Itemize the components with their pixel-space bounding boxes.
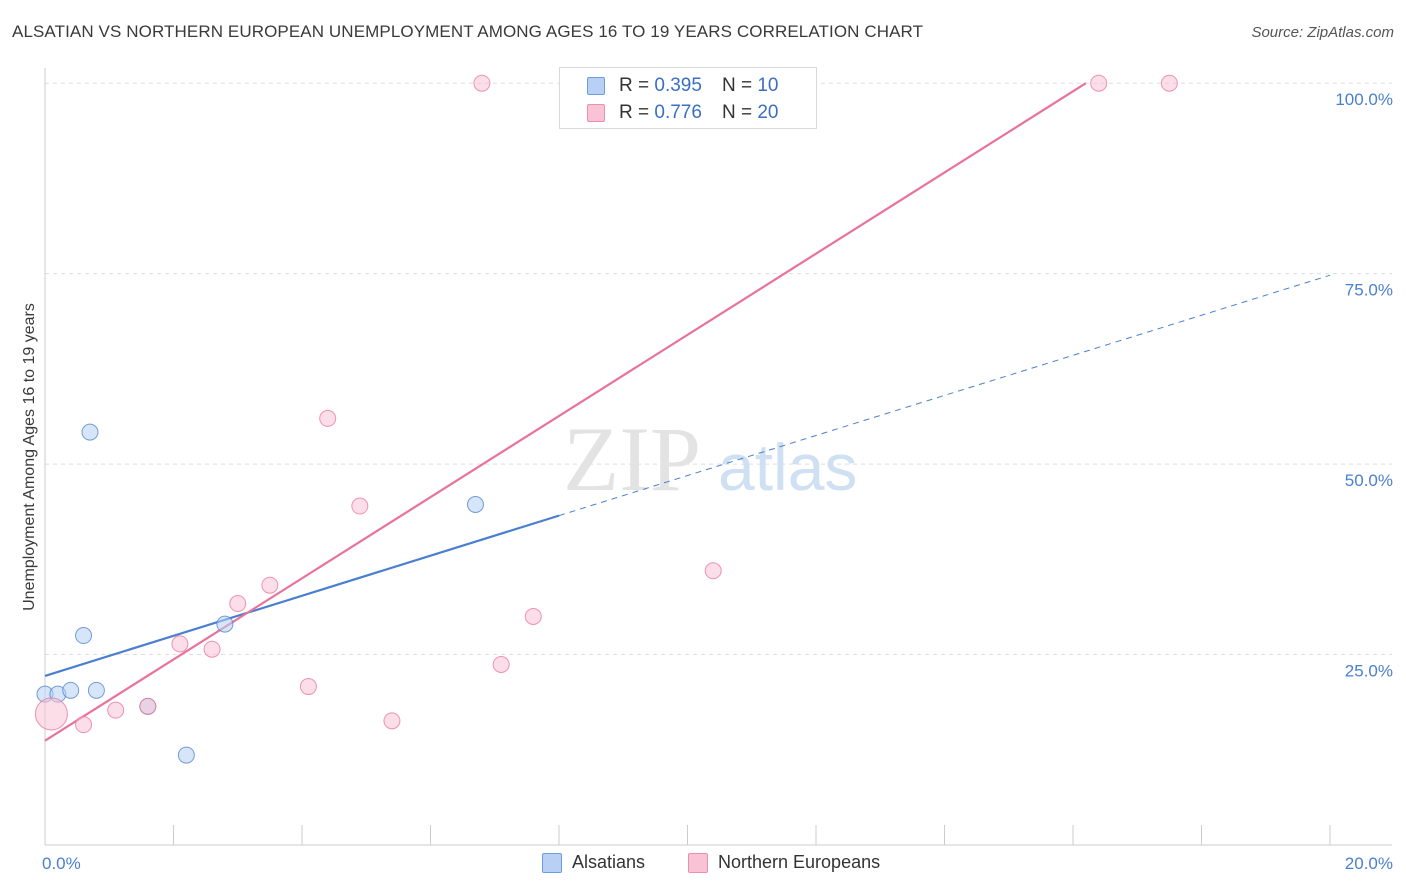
northern-europeans-legend-swatch: [688, 852, 708, 873]
legend-item-northern-europeans[interactable]: Northern Europeans: [688, 852, 880, 873]
alsatians-point: [466, 495, 484, 513]
r-value: 0.776: [654, 102, 702, 123]
n-label: N =: [721, 75, 753, 96]
northern-europeans-point: [107, 701, 125, 719]
source-credit: Source: ZipAtlas.com: [1251, 24, 1394, 41]
northern-europeans-point: [383, 712, 401, 730]
y-tick-label: 100.0%: [1335, 90, 1393, 109]
northern-europeans-point: [1090, 74, 1108, 92]
n-value: 20: [757, 102, 779, 123]
alsatians-trend-line: [44, 514, 560, 677]
series-legend: Alsatians Northern Europeans: [0, 852, 1406, 878]
northern-europeans-swatch: [587, 104, 605, 122]
n-value: 10: [757, 75, 779, 96]
northern-europeans-point: [473, 74, 491, 92]
northern-europeans-point: [229, 595, 247, 613]
data-points: [34, 74, 1178, 764]
x-tick-label: 20.0%: [1345, 854, 1393, 873]
watermark-atlas: atlas: [718, 430, 857, 504]
x-tick-label: 0.0%: [42, 854, 81, 873]
y-tick-label: 25.0%: [1345, 662, 1393, 681]
alsatians-swatch: [587, 77, 605, 95]
alsatians-point: [177, 746, 195, 764]
legend-row-alsatians: R = 0.395 N = 10: [587, 74, 778, 98]
y-tick-label: 75.0%: [1345, 281, 1393, 300]
alsatians-point: [75, 627, 93, 645]
northern-europeans-trend-line: [44, 82, 1087, 742]
legend-label-alsatians: Alsatians: [572, 852, 646, 872]
watermark: ZIP atlas: [563, 408, 857, 510]
northern-europeans-point: [203, 640, 221, 658]
legend-row-northern-europeans: R = 0.776 N = 20: [587, 101, 778, 125]
northern-europeans-point: [319, 409, 337, 427]
northern-europeans-point: [75, 716, 93, 734]
gridlines: [45, 82, 1392, 656]
y-tick-label: 50.0%: [1345, 471, 1393, 490]
northern-europeans-point: [34, 697, 68, 731]
northern-europeans-point: [299, 678, 317, 696]
northern-europeans-point: [1160, 74, 1178, 92]
legend-item-alsatians[interactable]: Alsatians: [542, 852, 645, 873]
alsatians-point: [216, 615, 234, 633]
northern-europeans-point: [492, 655, 510, 673]
alsatians-point: [62, 681, 80, 699]
northern-europeans-point: [171, 635, 189, 653]
northern-europeans-point: [351, 497, 369, 515]
alsatians-point: [81, 423, 99, 441]
axes: [44, 68, 1392, 846]
n-label: N =: [721, 102, 753, 123]
trend-lines: [44, 82, 1331, 742]
legend-label-northern-europeans: Northern Europeans: [718, 852, 881, 872]
r-label: R =: [619, 75, 650, 96]
alsatians-trend-projection: [558, 274, 1331, 517]
correlation-legend: R = 0.395 N = 10 R = 0.776 N = 20: [559, 67, 817, 129]
northern-europeans-point: [261, 576, 279, 594]
alsatians-point: [87, 681, 105, 699]
r-label: R =: [619, 102, 650, 123]
watermark-zip: ZIP: [563, 408, 701, 510]
northern-europeans-point: [139, 697, 157, 715]
northern-europeans-point: [704, 562, 722, 580]
r-value: 0.395: [654, 75, 702, 96]
chart-title: ALSATIAN VS NORTHERN EUROPEAN UNEMPLOYME…: [12, 22, 924, 41]
tick-labels: 25.0% 50.0% 75.0% 100.0% 0.0% 20.0%: [42, 90, 1393, 873]
northern-europeans-point: [524, 607, 542, 625]
alsatians-legend-swatch: [542, 852, 562, 873]
